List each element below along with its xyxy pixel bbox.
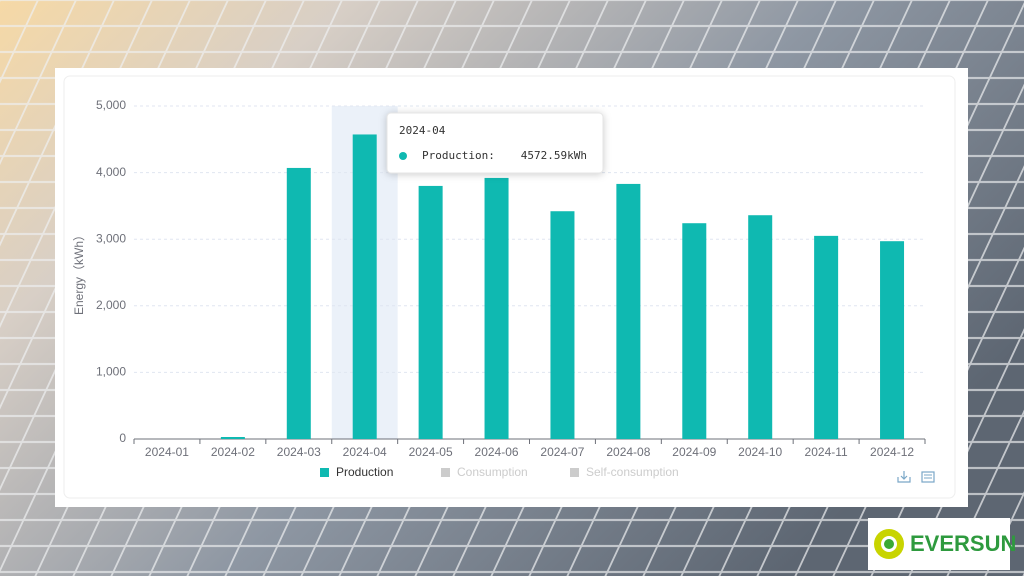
x-tick-label: 2024-12 [870, 445, 914, 459]
legend-label[interactable]: Consumption [457, 465, 528, 479]
bar [418, 185, 443, 439]
legend-label[interactable]: Production [336, 465, 393, 479]
y-tick-label: 3,000 [96, 231, 126, 245]
x-tick-label: 2024-09 [672, 445, 716, 459]
tooltip-marker [399, 152, 407, 160]
x-tick-label: 2024-10 [738, 445, 782, 459]
x-tick-label: 2024-07 [540, 445, 584, 459]
bar [616, 183, 641, 439]
legend-marker[interactable] [320, 468, 329, 477]
x-tick-label: 2024-11 [805, 445, 848, 459]
y-tick-label: 4,000 [96, 165, 126, 179]
bar [352, 134, 377, 439]
tooltip-value: 4572.59kWh [521, 149, 587, 162]
bar [682, 223, 707, 439]
x-tick-label: 2024-08 [606, 445, 650, 459]
legend-label[interactable]: Self-consumption [586, 465, 679, 479]
data-view-icon[interactable] [921, 471, 935, 483]
y-tick-label: 0 [119, 431, 126, 445]
bar [550, 211, 575, 439]
x-tick-label: 2024-02 [211, 445, 255, 459]
legend-marker[interactable] [570, 468, 579, 477]
logo-icon [874, 529, 904, 559]
bar [814, 235, 839, 439]
brand: EVERSUN [910, 531, 1016, 556]
y-tick-label: 5,000 [96, 98, 126, 112]
y-tick-label: 2,000 [96, 298, 126, 312]
y-axis-label: Energy（kWh） [72, 229, 86, 315]
tooltip-title: 2024-04 [399, 124, 446, 137]
x-tick-label: 2024-01 [145, 445, 189, 459]
bar [880, 241, 905, 439]
x-tick-label: 2024-04 [343, 445, 387, 459]
card [63, 75, 956, 499]
x-tick-label: 2024-03 [277, 445, 321, 459]
tooltip [386, 112, 604, 174]
tooltip-series: Production: [422, 149, 495, 162]
download-icon[interactable] [897, 471, 911, 483]
bar [220, 437, 245, 439]
y-tick-label: 1,000 [96, 365, 126, 379]
bar [748, 215, 773, 439]
bar [484, 177, 509, 440]
bar [286, 167, 311, 440]
x-tick-label: 2024-05 [409, 445, 453, 459]
x-tick-label: 2024-06 [475, 445, 519, 459]
legend-marker[interactable] [441, 468, 450, 477]
